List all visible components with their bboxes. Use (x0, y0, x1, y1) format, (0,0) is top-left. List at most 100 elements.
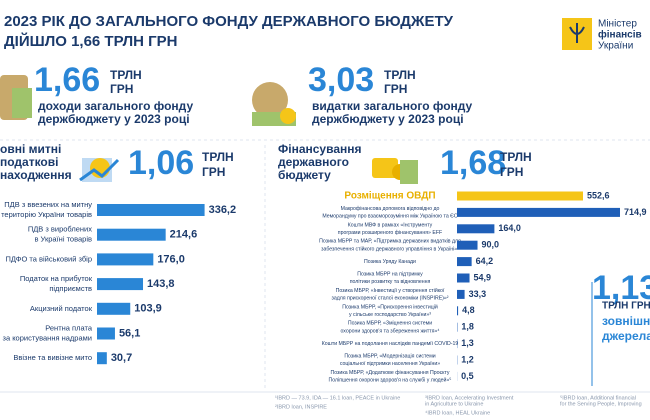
value-label: 90,0 (482, 240, 500, 250)
value-label: 54,9 (474, 272, 492, 282)
value-label: 714,9 (624, 207, 647, 217)
section-title: Фінансування (278, 142, 361, 156)
category-label: політики розвитку та відновлення (350, 279, 431, 285)
kpi-caption: доходи загального фонду (38, 99, 193, 113)
kpi-caption: держбюджету у 2023 році (38, 112, 190, 126)
section-total: 1,06 (128, 144, 194, 182)
category-label: Позика МБРР, «Модернізація системи (344, 354, 435, 360)
external-caption: зовнішн (602, 314, 650, 328)
bar (457, 191, 583, 201)
bar (97, 278, 144, 291)
bar (97, 204, 205, 216)
footnote: ²IBRD loan, INSPIRE (275, 404, 327, 410)
bar (457, 224, 495, 234)
category-label: Позика МБРР, «Прискорення інвестицій (342, 303, 438, 310)
section-total: 1,68 (440, 144, 506, 182)
logo-trident (569, 23, 585, 43)
coins-icon (372, 158, 418, 184)
value-label: 164,0 (498, 223, 521, 233)
bar (97, 352, 107, 365)
category-label: Позика МБРР, «Інвестиції у створення сті… (336, 287, 445, 294)
kpi-caption: видатки загального фонду (312, 99, 473, 113)
section-unit: ГРН (500, 165, 523, 179)
bar (457, 240, 478, 250)
value-label: 4,8 (462, 305, 475, 315)
category-label: Позика МБРР, «Додаткове фінансування Про… (330, 370, 449, 376)
category-label: підприємств (49, 284, 92, 293)
kpi-unit: ТРЛН (110, 68, 142, 82)
footnote: ⁵IBRD loan, Additional financial (560, 394, 636, 401)
footnote: ¹IBRD — 73.9, IDA — 16.1 loan, PEACE in … (275, 395, 400, 401)
bar (97, 228, 166, 241)
logo-text: Міністер (598, 19, 637, 30)
bar (457, 273, 470, 283)
section-title: державного (278, 155, 349, 169)
category-label: Макрофінансова допомога відповідно до (341, 206, 440, 212)
kpi-value: 3,03 (308, 61, 374, 99)
bar (457, 306, 459, 316)
category-label: Рентна плата (45, 323, 93, 332)
category-label: ПДВ з ввезених на митну (4, 200, 92, 209)
external-caption: джерела (602, 329, 650, 343)
section-unit: ГРН (202, 165, 225, 179)
footnote: in Agriculture to Ukraine (425, 401, 483, 407)
category-label: Позика МБРР, «Зміцнення системи (348, 321, 432, 327)
money-bag-icon (252, 82, 296, 126)
value-label: 214,6 (170, 229, 198, 241)
money-icon (0, 75, 32, 120)
bar (457, 257, 472, 267)
external-value: 1,13 (592, 269, 650, 307)
value-label: 64,2 (476, 256, 494, 266)
category-label: соціальної підтримки населення України» (340, 361, 440, 367)
value-label: 103,9 (134, 303, 162, 315)
category-label: Розміщення ОВДП (344, 191, 435, 202)
bar (97, 253, 154, 266)
value-label: 1,8 (461, 322, 474, 332)
bar (97, 302, 131, 315)
value-label: 0,5 (461, 371, 474, 381)
footnote: ⁴IBRD loan, HEAL Ukraine (425, 409, 490, 416)
category-label: Позика Уряду Канади (364, 259, 416, 265)
kpi-unit: ТРЛН (384, 68, 416, 82)
kpi-unit: ГРН (384, 82, 407, 96)
category-label: ПДФО та військовий збір (6, 254, 93, 263)
footnote: for the Serving People, Improving (560, 401, 642, 407)
section-title: бюджету (278, 168, 331, 182)
bar (457, 289, 465, 299)
external-unit: ТРЛН ГРН (602, 301, 650, 312)
section-title: находження (0, 168, 72, 182)
category-label: Акцизний податок (30, 304, 93, 313)
value-label: 336,2 (209, 204, 237, 216)
value-label: 176,0 (157, 253, 185, 265)
category-label: за користування надрами (3, 333, 93, 342)
section-title: податкові (0, 155, 58, 169)
category-label: Позика МБРР на підтримку (357, 272, 423, 278)
category-label: ПДВ з вироблених (28, 225, 92, 234)
value-label: 33,3 (469, 289, 487, 299)
kpi-value: 1,66 (34, 61, 100, 99)
logo-text: фінансів (598, 29, 642, 41)
section-unit: ТРЛН (202, 150, 234, 164)
value-label: 1,3 (461, 338, 474, 348)
bar (97, 327, 115, 340)
category-label: задля прискореної сталої економіки (INSP… (331, 296, 448, 302)
section-title: овні митні (0, 142, 61, 156)
title-line: ДІЙШЛО 1,66 ТРЛН ГРН (4, 32, 178, 50)
category-label: Поліпшення охорони здоров'я на службі у … (329, 377, 452, 384)
category-label: Меморандуму про взаєморозуміння між Укра… (322, 214, 458, 220)
chart-icon (79, 158, 120, 182)
category-label: забезпечення стійкого державного управлі… (321, 245, 459, 252)
category-label: охорони здоров'я та збереження життя»⁴ (340, 328, 439, 334)
value-label: 1,2 (461, 354, 474, 364)
kpi-unit: ГРН (110, 82, 133, 96)
category-label: Кошти МВФ в рамках «Інструменту (348, 222, 433, 228)
category-label: в Україні товарів (34, 235, 92, 244)
category-label: Кошти МБРР на подолання наслідків пандем… (322, 341, 459, 347)
value-label: 552,6 (587, 190, 610, 200)
category-label: Ввізне та вивізне мито (13, 353, 92, 362)
value-label: 56,1 (119, 327, 140, 339)
footnote: ³IBRD loan, Accelerating Investment (425, 395, 514, 401)
title-line: 2023 РІК ДО ЗАГАЛЬНОГО ФОНДУ ДЕРЖАВНОГО … (4, 13, 454, 30)
